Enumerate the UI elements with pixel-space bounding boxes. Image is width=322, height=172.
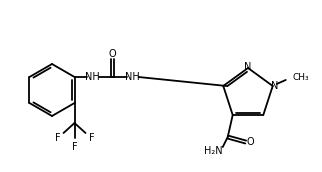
Text: CH₃: CH₃ [293,73,309,82]
Text: H₂N: H₂N [204,146,223,156]
Text: O: O [247,137,254,147]
Text: N: N [244,62,252,72]
Text: N: N [271,81,279,91]
Text: F: F [89,133,94,143]
Text: F: F [72,142,77,152]
Text: O: O [109,49,116,59]
Text: NH: NH [85,72,100,82]
Text: NH: NH [125,72,140,82]
Text: F: F [55,133,60,143]
